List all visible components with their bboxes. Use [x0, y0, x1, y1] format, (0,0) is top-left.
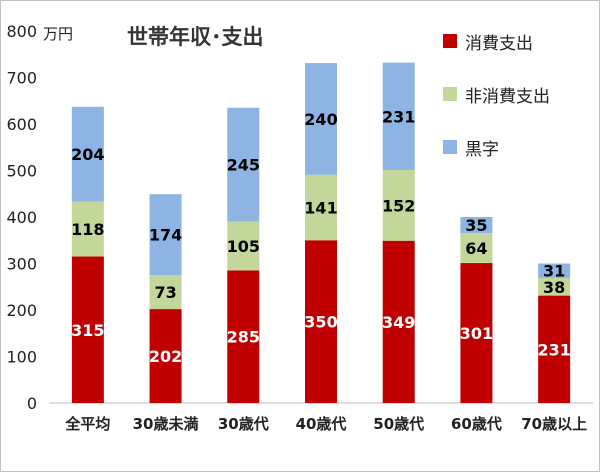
x-tick-label: 70歳以上	[521, 415, 587, 433]
bar-segment	[305, 63, 337, 175]
x-tick-label: 30歳未満	[133, 415, 199, 433]
bar-segment	[149, 309, 182, 403]
bar-segment	[149, 275, 182, 310]
y-tick-label: 100	[6, 348, 37, 367]
bar-segment	[149, 194, 182, 276]
data-label: 152	[382, 196, 415, 215]
data-label: 141	[304, 198, 337, 217]
bar-segment	[460, 233, 493, 264]
bar-segment	[227, 270, 260, 403]
data-label: 174	[149, 226, 182, 245]
data-label: 349	[382, 313, 415, 332]
y-tick-label: 800	[6, 22, 37, 41]
data-label: 35	[465, 216, 487, 235]
bar-segment	[71, 256, 104, 403]
legend-item-consumption: 消費支出	[443, 27, 550, 55]
data-label: 31	[543, 262, 565, 281]
data-label: 204	[71, 145, 104, 164]
y-tick-label: 500	[6, 162, 37, 181]
bar-segment	[460, 263, 493, 403]
legend-item-surplus: 黒字	[443, 133, 550, 161]
data-label: 315	[71, 321, 104, 340]
bar-segment	[71, 201, 104, 257]
y-tick-label: 300	[6, 255, 37, 274]
data-label: 105	[227, 237, 260, 256]
legend-swatch-surplus	[443, 140, 457, 154]
bar-segment	[382, 170, 415, 241]
legend-swatch-consumption	[443, 34, 457, 48]
x-tick-label: 60歳代	[451, 415, 502, 433]
x-tick-label: 40歳代	[296, 415, 347, 433]
bar-segment	[538, 277, 571, 296]
legend-swatch-non-consumption	[443, 87, 457, 101]
data-label: 301	[460, 324, 493, 343]
x-tick-label: 50歳代	[373, 415, 424, 433]
bar-segment	[227, 107, 260, 222]
unit-label: 万円	[43, 25, 74, 43]
data-label: 231	[382, 107, 415, 126]
data-label: 285	[227, 328, 260, 347]
data-label: 240	[304, 110, 337, 129]
legend-label-surplus: 黒字	[465, 139, 499, 160]
data-label: 350	[304, 313, 337, 332]
chart-title: 世帯年収･支出	[127, 25, 264, 49]
bar-segment	[305, 174, 337, 241]
bar-segment	[538, 295, 571, 403]
data-label: 202	[149, 347, 182, 366]
bar-segment	[305, 240, 337, 403]
y-tick-label: 0	[27, 394, 37, 413]
y-tick-label: 400	[6, 208, 37, 227]
legend-item-non-consumption: 非消費支出	[443, 80, 550, 108]
bar-segment	[382, 240, 415, 403]
bar-segment	[538, 263, 571, 278]
legend-label-consumption: 消費支出	[465, 33, 533, 54]
data-label: 118	[71, 220, 104, 239]
bar-segment	[71, 106, 104, 202]
data-label: 231	[537, 340, 570, 359]
x-tick-label: 30歳代	[218, 415, 269, 433]
y-tick-label: 600	[6, 115, 37, 134]
y-tick-label: 200	[6, 301, 37, 320]
y-tick-label: 700	[6, 69, 37, 88]
data-label: 245	[227, 156, 260, 175]
bar-segment	[460, 217, 493, 234]
bar-segment	[382, 62, 415, 171]
data-label: 38	[543, 278, 565, 297]
legend-label-non-consumption: 非消費支出	[465, 86, 550, 107]
data-label: 73	[154, 283, 176, 302]
x-tick-label: 全平均	[64, 415, 110, 433]
bar-segment	[227, 221, 260, 271]
data-label: 64	[465, 239, 487, 258]
legend: 消費支出 非消費支出 黒字	[443, 27, 550, 186]
